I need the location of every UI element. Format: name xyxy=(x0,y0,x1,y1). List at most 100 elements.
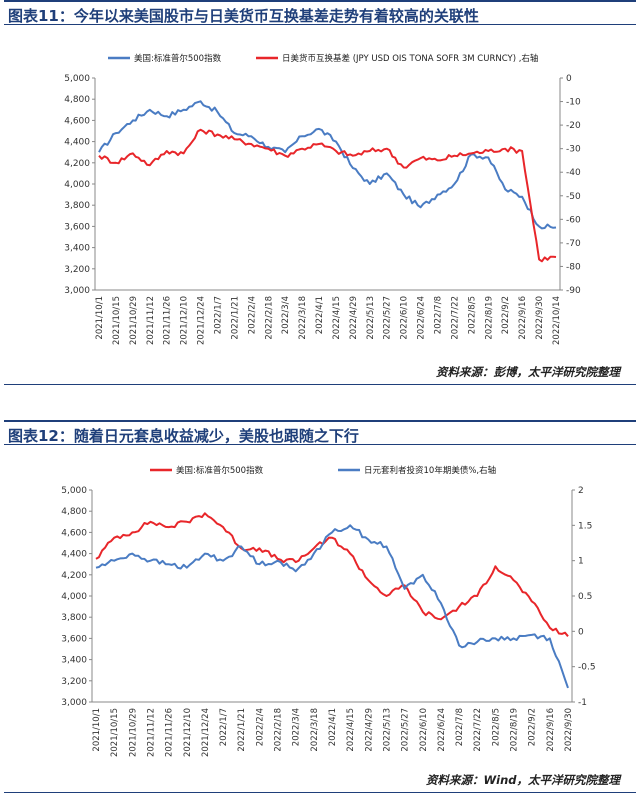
x-tick-label: 2022/3/18 xyxy=(298,296,308,340)
left-tick-label: 4,000 xyxy=(64,180,90,190)
left-tick-label: 3,600 xyxy=(61,634,87,644)
left-tick-label: 4,400 xyxy=(64,138,90,148)
left-tick-label: 4,000 xyxy=(61,592,87,602)
right-tick-label: 0.5 xyxy=(578,592,592,602)
chart-title: 图表12：随着日元套息收益减少，美股也跟随之下行 xyxy=(8,427,359,445)
x-tick-label: 2022/1/7 xyxy=(213,296,223,334)
right-tick-label: -0.5 xyxy=(578,663,596,673)
x-tick-label: 2021/12/10 xyxy=(180,296,190,345)
right-tick-label: -50 xyxy=(566,192,581,202)
x-tick-label: 2021/10/29 xyxy=(128,708,138,757)
x-tick-label: 2021/12/10 xyxy=(183,708,193,757)
left-tick-label: 3,200 xyxy=(61,677,87,687)
x-tick-label: 2022/5/27 xyxy=(401,708,411,752)
x-tick-label: 2022/8/19 xyxy=(510,708,520,752)
x-tick-label: 2021/12/24 xyxy=(201,708,211,757)
right-tick-label: -90 xyxy=(566,286,581,296)
x-tick-label: 2022/4/1 xyxy=(315,296,325,334)
x-tick-label: 2021/12/24 xyxy=(197,296,207,345)
x-tick-label: 2021/10/1 xyxy=(92,708,102,752)
x-tick-label: 2022/9/16 xyxy=(518,296,528,340)
x-tick-label: 2022/1/7 xyxy=(219,708,229,746)
x-tick-label: 2022/4/29 xyxy=(364,708,374,752)
source-note: 资料来源：Wind，太平洋研究院整理 xyxy=(425,773,620,787)
x-tick-label: 2022/7/22 xyxy=(473,708,483,752)
legend-label-1: 美国:标准普尔500指数 xyxy=(176,465,264,476)
right-tick-label: 1 xyxy=(578,557,584,567)
legend-label-2: 日元套利者投资10年期美债%,右轴 xyxy=(364,465,496,476)
series-line-2 xyxy=(98,128,557,263)
left-tick-label: 3,800 xyxy=(64,201,90,211)
x-tick-label: 2022/9/30 xyxy=(564,708,574,752)
chart-2-svg: 3,000 3,200 3,400 3,600 3,800 4,000 4,200 4,400… xyxy=(61,465,596,757)
x-tick-label: 2021/11/26 xyxy=(165,708,175,757)
x-tick-label: 2022/2/4 xyxy=(255,708,265,746)
x-tick-label: 2022/6/24 xyxy=(417,296,427,340)
source-note: 资料来源：彭博，太平洋研究院整理 xyxy=(436,365,620,379)
x-tick-label: 2022/3/4 xyxy=(281,296,291,334)
right-tick-label: -1 xyxy=(578,698,587,708)
right-tick-label: 0 xyxy=(566,74,572,84)
chart-1-svg: 3,000 3,200 3,400 3,600 3,800 4,000 4,200 4,400… xyxy=(64,53,581,345)
x-tick-label: 2022/9/16 xyxy=(546,708,556,752)
left-tick-label: 3,400 xyxy=(61,656,87,666)
bottom-rule xyxy=(4,384,636,385)
left-tick-label: 4,800 xyxy=(61,507,87,517)
right-tick-label: -80 xyxy=(566,262,581,272)
top-rule xyxy=(4,0,636,2)
left-tick-label: 4,400 xyxy=(61,550,87,560)
left-tick-label: 4,200 xyxy=(64,159,90,169)
bottom-rule xyxy=(4,792,636,793)
x-tick-label: 2022/1/21 xyxy=(230,296,240,340)
right-tick-label: -60 xyxy=(566,215,581,225)
left-tick-label: 3,000 xyxy=(61,698,87,708)
x-tick-label: 2022/8/5 xyxy=(491,708,501,746)
legend-label-1: 美国:标准普尔500指数 xyxy=(134,53,222,64)
x-tick-label: 2022/9/2 xyxy=(528,708,538,746)
x-tick-label: 2021/10/15 xyxy=(110,708,120,757)
x-tick-label: 2022/4/15 xyxy=(346,708,356,752)
series-line-1 xyxy=(98,100,557,230)
title-rule xyxy=(4,444,636,445)
x-tick-label: 2021/10/15 xyxy=(112,296,122,345)
left-tick-label: 4,800 xyxy=(64,95,90,105)
left-tick-label: 3,400 xyxy=(64,244,90,254)
left-tick-label: 3,600 xyxy=(64,222,90,232)
chart-panel-2: 图表12：随着日元套息收益减少，美股也跟随之下行 xyxy=(0,420,640,445)
x-tick-label: 2022/5/13 xyxy=(382,708,392,752)
right-tick-label: 1.5 xyxy=(578,521,592,531)
right-tick-label: -70 xyxy=(566,239,581,249)
left-tick-label: 4,600 xyxy=(64,116,90,126)
left-tick-label: 3,800 xyxy=(61,613,87,623)
x-tick-label: 2022/2/18 xyxy=(264,296,274,340)
x-tick-label: 2022/6/24 xyxy=(437,708,447,752)
x-tick-label: 2022/10/14 xyxy=(552,296,562,345)
x-tick-label: 2022/3/4 xyxy=(292,708,302,746)
left-tick-label: 5,000 xyxy=(61,486,87,496)
left-tick-label: 3,000 xyxy=(64,286,90,296)
x-tick-label: 2022/4/1 xyxy=(328,708,338,746)
x-tick-label: 2022/4/29 xyxy=(349,296,359,340)
x-tick-label: 2022/1/21 xyxy=(237,708,247,752)
left-tick-label: 4,200 xyxy=(61,571,87,581)
x-tick-label: 2022/9/30 xyxy=(535,296,545,340)
series-line-2 xyxy=(95,524,569,689)
right-tick-label: 0 xyxy=(578,627,584,637)
x-tick-label: 2021/10/1 xyxy=(95,296,105,340)
right-tick-label: 2 xyxy=(578,486,584,496)
left-tick-label: 4,600 xyxy=(61,528,87,538)
chart-panel-1: 图表11：今年以来美国股市与日美货币互换基差走势有着较高的关联性 xyxy=(0,0,640,25)
x-tick-label: 2022/9/2 xyxy=(501,296,511,334)
x-tick-label: 2021/11/26 xyxy=(163,296,173,345)
x-tick-label: 2022/7/22 xyxy=(450,296,460,340)
right-tick-label: -30 xyxy=(566,145,581,155)
left-tick-label: 5,000 xyxy=(64,74,90,84)
x-tick-label: 2022/8/5 xyxy=(467,296,477,334)
title-rule xyxy=(4,24,636,25)
x-tick-label: 2022/4/15 xyxy=(332,296,342,340)
x-tick-label: 2022/7/8 xyxy=(455,708,465,746)
legend-label-2: 日美货币互换基差 (JPY USD OIS TONA SOFR 3M CURNC… xyxy=(282,53,538,64)
top-rule xyxy=(4,420,636,422)
x-tick-label: 2022/3/18 xyxy=(310,708,320,752)
x-tick-label: 2022/5/13 xyxy=(366,296,376,340)
